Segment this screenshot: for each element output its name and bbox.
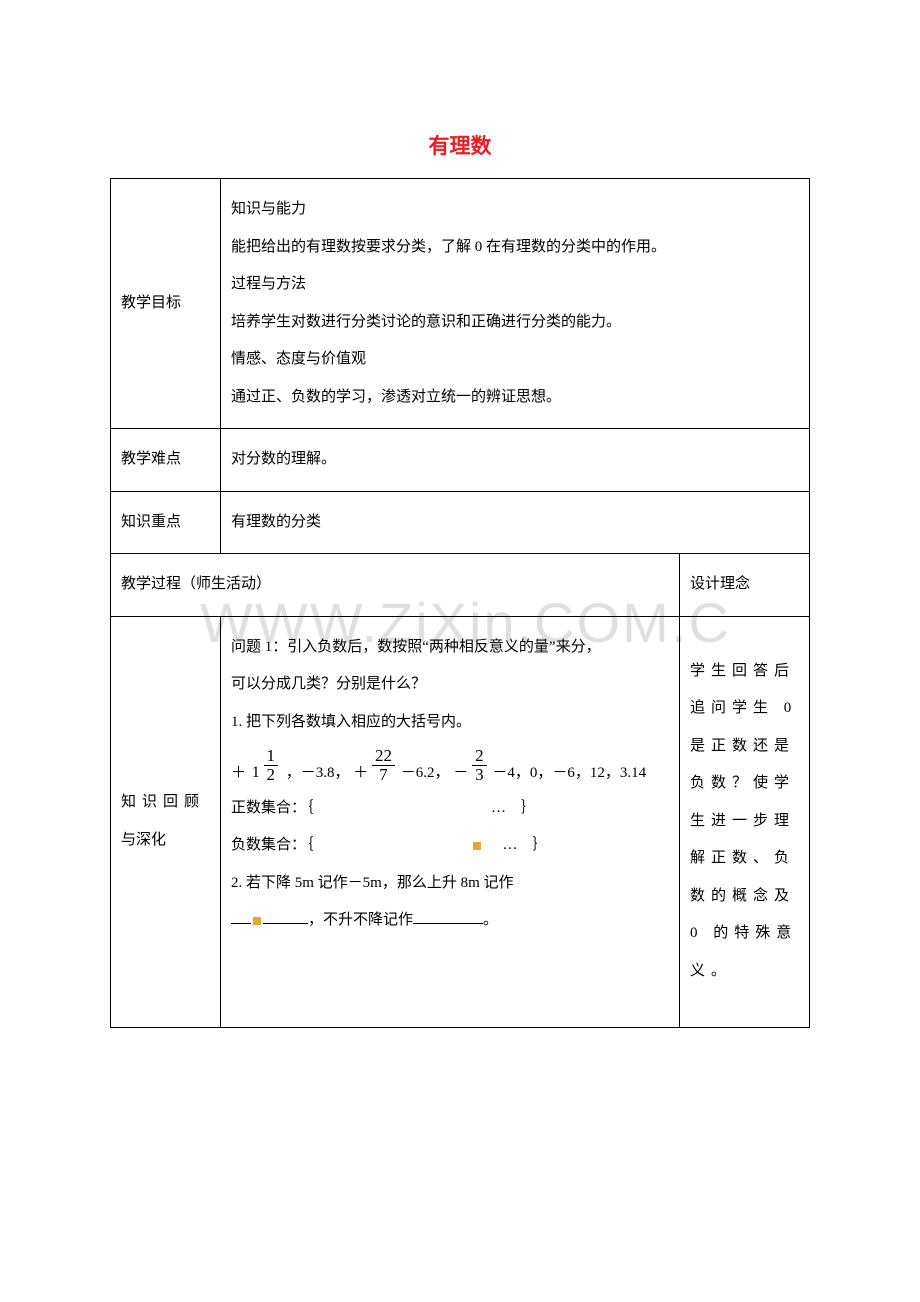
l2b-mid: ，不升不降记作 <box>308 912 413 928</box>
blank-spacer-2 <box>231 977 669 1015</box>
design-text: 学生回答后追问学生 0 是正数还是负数？使学生进一步理解正数、负数的概念及 0 … <box>690 663 797 979</box>
row-process-header: 教学过程（师生活动） 设计理念 <box>111 554 810 617</box>
negative-set-line: 负数集合：｛ … ｝ <box>231 827 669 865</box>
list2-line-a: 2. 若下降 5m 记作－5m，那么上升 8m 记作 <box>231 865 669 903</box>
difficulty-content-cell: 对分数的理解。 <box>221 429 810 492</box>
goal-line-3: 培养学生对数进行分类讨论的意识和正确进行分类的能力。 <box>231 304 799 342</box>
segment-1: ，－3.8， <box>286 764 350 782</box>
orange-marker-1 <box>473 842 481 850</box>
mixed-whole-1: 1 <box>252 763 260 782</box>
formula-row: ＋ 1 1 2 ，－3.8， ＋ 22 7 －6.2， <box>231 747 669 784</box>
goal-line-5: 通过正、负数的学习，渗透对立统一的辨证思想。 <box>231 379 799 417</box>
positive-set-line: 正数集合：｛ … ｝ <box>231 790 669 828</box>
blank-spacer <box>231 940 669 978</box>
segment-2: －6.2， <box>401 764 450 782</box>
l2b-end: 。 <box>483 912 498 928</box>
fraction-3: 2 3 <box>472 747 487 784</box>
difficulty-label-cell: 教学难点 <box>111 429 221 492</box>
fraction-1-den: 2 <box>264 766 279 784</box>
positive-set-open: 正数集合：｛ <box>231 800 314 816</box>
plus-sign-2: ＋ <box>353 764 368 782</box>
keypoint-label-cell: 知识重点 <box>111 491 221 554</box>
row-keypoint: 知识重点 有理数的分类 <box>111 491 810 554</box>
plus-sign-1: ＋ <box>231 764 246 782</box>
fraction-1: 1 2 <box>264 747 279 784</box>
minus-sign-3: － <box>453 764 468 782</box>
q1-line-b: 可以分成几类？分别是什么？ <box>231 666 669 704</box>
goal-label-cell: 教学目标 <box>111 179 221 429</box>
goal-content-cell: 知识与能力 能把给出的有理数按要求分类，了解 0 在有理数的分类中的作用。 过程… <box>221 179 810 429</box>
fraction-2-num: 22 <box>372 747 395 766</box>
row-review: 知识回顾 与深化 问题 1：引入负数后，数按照“两种相反意义的量”来分， 可以分… <box>111 616 810 1027</box>
fraction-3-den: 3 <box>472 766 487 784</box>
positive-set-close: … ｝ <box>491 800 536 816</box>
goal-line-1: 能把给出的有理数按要求分类，了解 0 在有理数的分类中的作用。 <box>231 229 799 267</box>
design-content-cell: 学生回答后追问学生 0 是正数还是负数？使学生进一步理解正数、负数的概念及 0 … <box>679 616 809 1027</box>
review-content-cell: 问题 1：引入负数后，数按照“两种相反意义的量”来分， 可以分成几类？分别是什么… <box>221 616 680 1027</box>
keypoint-content-cell: 有理数的分类 <box>221 491 810 554</box>
main-table: 教学目标 知识与能力 能把给出的有理数按要求分类，了解 0 在有理数的分类中的作… <box>110 178 810 1028</box>
orange-marker-2 <box>253 917 261 925</box>
fraction-2: 22 7 <box>372 747 395 784</box>
goal-line-0: 知识与能力 <box>231 191 799 229</box>
negative-set-close: … ｝ <box>503 837 548 853</box>
goal-line-2: 过程与方法 <box>231 266 799 304</box>
mixed-fraction-1: 1 1 2 <box>252 747 278 784</box>
goal-line-4: 情感、态度与价值观 <box>231 341 799 379</box>
negative-set-open: 负数集合：｛ <box>231 837 314 853</box>
segment-3: －4，0，－6，12，3.14 <box>492 764 646 782</box>
page-container: 有理数 教学目标 知识与能力 能把给出的有理数按要求分类，了解 0 在有理数的分… <box>0 0 920 1088</box>
review-label-line1: 知识回顾 <box>121 794 205 810</box>
process-label-cell: 教学过程（师生活动） <box>111 554 680 617</box>
row-goal: 教学目标 知识与能力 能把给出的有理数按要求分类，了解 0 在有理数的分类中的作… <box>111 179 810 429</box>
design-label-cell: 设计理念 <box>679 554 809 617</box>
review-label-line2: 与深化 <box>121 832 166 848</box>
row-difficulty: 教学难点 对分数的理解。 <box>111 429 810 492</box>
fraction-3-num: 2 <box>472 747 487 766</box>
fraction-1-num: 1 <box>264 747 279 766</box>
review-label-cell: 知识回顾 与深化 <box>111 616 221 1027</box>
page-title: 有理数 <box>110 130 810 160</box>
list1-line: 1. 把下列各数填入相应的大括号内。 <box>231 704 669 742</box>
q1-line-a: 问题 1：引入负数后，数按照“两种相反意义的量”来分， <box>231 629 669 667</box>
list2-line-b: ，不升不降记作 。 <box>231 902 669 940</box>
fraction-2-den: 7 <box>372 766 395 784</box>
